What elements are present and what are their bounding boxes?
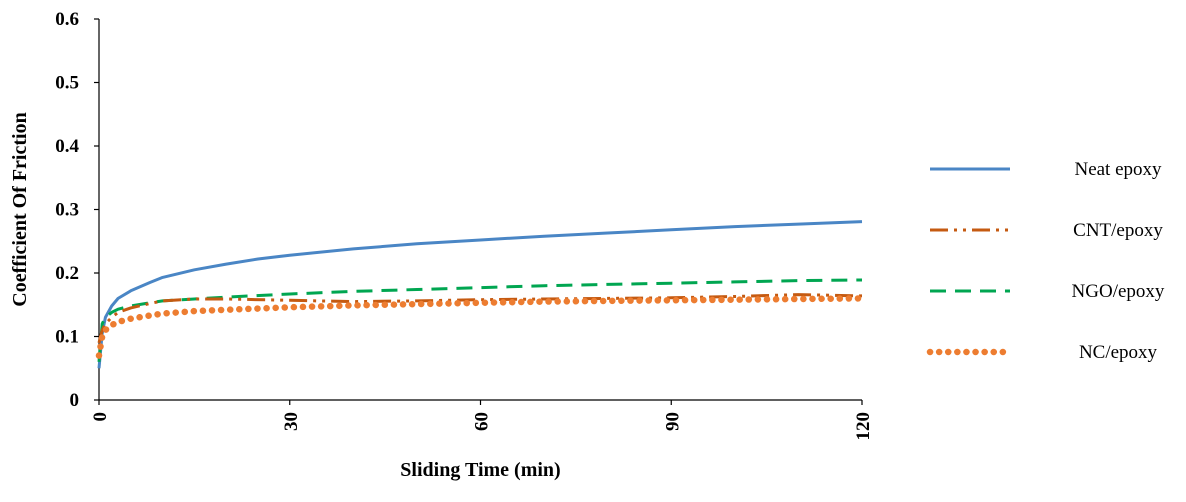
x-tick-label: 0 [90,412,111,422]
series-line-nc-epoxy [95,295,866,359]
legend-label: Neat epoxy [1074,159,1162,180]
x-axis-ticks: 0 30 60 90 120 [90,400,874,441]
legend: Neat epoxy CNT/epoxy NGO/epoxy NC/epoxy [926,159,1165,363]
series-layer [95,220,866,369]
axes: 0 0.1 0.2 0.3 0.4 0.5 0.6 0 30 60 90 120 [55,9,874,441]
y-axis-ticks: 0 0.1 0.2 0.3 0.4 0.5 0.6 [55,9,99,411]
legend-label: NGO/epoxy [1072,281,1165,302]
x-tick-label: 60 [472,412,493,431]
series-line-ngo-epoxy [97,278,863,363]
y-tick-label: 0.1 [55,327,79,348]
y-axis-title: Coefficient Of Friction [9,112,31,306]
x-axis-title: Sliding Time (min) [400,459,560,481]
x-tick-label: 90 [662,412,683,431]
y-tick-label: 0.5 [55,73,79,94]
legend-label: CNT/epoxy [1073,220,1163,241]
series-line-cnt-epoxy [97,293,863,344]
series-line-neat-epoxy [97,220,863,369]
y-tick-label: 0.6 [55,9,79,30]
x-tick-label: 30 [281,412,302,431]
y-tick-label: 0 [70,390,80,411]
y-tick-label: 0.3 [55,200,79,221]
legend-label: NC/epoxy [1079,342,1158,363]
y-tick-label: 0.2 [55,263,79,284]
y-tick-label: 0.4 [55,136,79,157]
x-tick-label: 120 [853,412,874,441]
